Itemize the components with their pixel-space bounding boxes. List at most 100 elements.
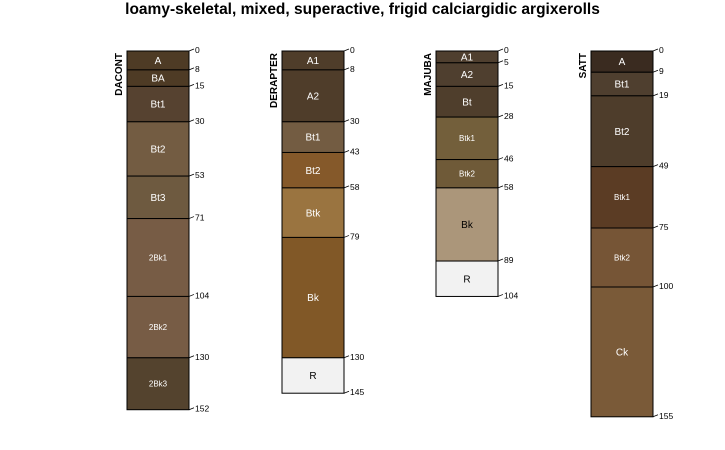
horizon-label: Bt xyxy=(462,97,472,108)
soil-horizon xyxy=(126,357,190,411)
depth-label: 9 xyxy=(659,66,664,76)
horizon-label: A2 xyxy=(307,91,320,102)
depth-tick xyxy=(652,69,659,73)
horizon-label: A xyxy=(619,57,626,68)
depth-label: 58 xyxy=(350,182,360,192)
soil-horizon xyxy=(126,218,190,297)
horizon-label: 2Bk2 xyxy=(149,323,168,332)
depth-tick xyxy=(343,48,350,52)
soil-horizon xyxy=(281,187,345,238)
soil-horizon xyxy=(435,159,499,189)
depth-label: 53 xyxy=(195,170,205,180)
soil-horizon xyxy=(281,236,345,359)
depth-tick xyxy=(497,60,504,64)
depth-label: 15 xyxy=(195,80,205,90)
horizon-label: Bt1 xyxy=(150,100,165,111)
horizon-label: A1 xyxy=(307,56,320,67)
profile-name: DACONT xyxy=(114,53,125,96)
depth-tick xyxy=(652,48,659,52)
depth-label: 0 xyxy=(350,45,355,55)
soil-horizon xyxy=(435,85,499,118)
depth-tick xyxy=(188,216,195,219)
depth-label: 155 xyxy=(659,411,673,421)
depth-tick xyxy=(188,173,195,177)
soil-horizon xyxy=(126,295,190,359)
horizon-label: Btk1 xyxy=(459,134,476,143)
depth-tick xyxy=(343,67,350,71)
horizon-label: Bt3 xyxy=(150,193,165,204)
depth-tick xyxy=(652,414,659,418)
depth-tick xyxy=(188,355,195,359)
depth-tick xyxy=(343,119,350,123)
horizon-label: Bt2 xyxy=(305,166,320,177)
horizon-label: A xyxy=(155,56,162,67)
soil-horizon xyxy=(590,95,654,168)
soil-profile: SATT A Bt1 Bt2 Btk1 Btk2 Ck 0 9 19 49 75 100 155 xyxy=(578,45,673,421)
depth-tick xyxy=(497,294,504,297)
depth-tick xyxy=(497,157,504,160)
depth-label: 5 xyxy=(504,57,509,67)
horizon-label: 2Bk1 xyxy=(149,253,168,262)
soil-horizon xyxy=(435,260,499,297)
horizon-label: Bt2 xyxy=(614,127,629,138)
soil-horizon xyxy=(126,175,190,220)
depth-tick xyxy=(188,84,195,87)
depth-tick xyxy=(188,48,195,52)
soil-horizon xyxy=(435,116,499,161)
profile-name: MAJUBA xyxy=(423,53,434,96)
depth-label: 46 xyxy=(504,154,514,164)
depth-tick xyxy=(652,225,659,229)
depth-label: 19 xyxy=(659,90,669,100)
soil-horizon xyxy=(590,227,654,288)
depth-label: 79 xyxy=(350,231,360,241)
depth-label: 15 xyxy=(504,80,514,90)
depth-label: 0 xyxy=(504,45,509,55)
horizon-label: Bt1 xyxy=(614,80,629,91)
soil-horizon xyxy=(590,166,654,229)
soil-profile: MAJUBA A1 A2 Bt Btk1 Btk2 Bk R 0 5 15 28 46 58 89 104 xyxy=(423,45,518,300)
horizon-label: 2Bk3 xyxy=(149,380,168,389)
soil-profile: DACONT A BA Bt1 Bt2 Bt3 2Bk1 2Bk2 2Bk3 0 8 15 30 53 71… xyxy=(114,45,209,414)
depth-tick xyxy=(497,84,504,87)
depth-tick xyxy=(652,93,659,97)
horizon-label: BA xyxy=(151,74,165,85)
depth-label: 71 xyxy=(195,213,205,223)
depth-tick xyxy=(188,294,195,297)
depth-tick xyxy=(343,185,350,189)
depth-label: 145 xyxy=(350,387,364,397)
profile-name: SATT xyxy=(578,53,589,78)
depth-label: 130 xyxy=(350,352,364,362)
soil-profile: DERAPTER A1 A2 Bt1 Bt2 Btk Bk R 0 8 30 43 58 79 130 145 xyxy=(269,45,364,397)
horizon-label: Bk xyxy=(461,220,474,231)
soil-horizon xyxy=(281,151,345,189)
soil-horizon xyxy=(590,286,654,418)
depth-tick xyxy=(497,258,504,262)
horizon-label: R xyxy=(463,274,470,285)
figure-title: loamy-skeletal, mixed, superactive, frig… xyxy=(125,1,600,18)
depth-label: 8 xyxy=(350,64,355,74)
depth-tick xyxy=(652,164,659,168)
depth-label: 0 xyxy=(659,45,664,55)
horizon-label: A1 xyxy=(461,53,474,64)
horizon-label: Ck xyxy=(616,348,629,359)
horizon-label: A2 xyxy=(461,70,474,81)
depth-label: 8 xyxy=(195,64,200,74)
depth-label: 58 xyxy=(504,182,514,192)
depth-tick xyxy=(497,114,504,118)
depth-tick xyxy=(343,355,350,359)
depth-tick xyxy=(652,284,659,288)
horizon-label: Bk xyxy=(307,293,320,304)
soil-horizon xyxy=(281,357,345,394)
depth-label: 75 xyxy=(659,222,669,232)
depth-tick xyxy=(497,48,504,52)
horizon-label: Btk1 xyxy=(614,193,631,202)
horizon-label: Bt2 xyxy=(150,145,165,156)
profile-name: DERAPTER xyxy=(269,52,280,108)
depth-label: 30 xyxy=(195,116,205,126)
depth-label: 0 xyxy=(195,45,200,55)
horizon-label: Btk2 xyxy=(614,253,631,262)
horizon-label: Btk xyxy=(306,208,321,219)
horizon-label: R xyxy=(309,371,316,382)
depth-tick xyxy=(188,67,195,71)
